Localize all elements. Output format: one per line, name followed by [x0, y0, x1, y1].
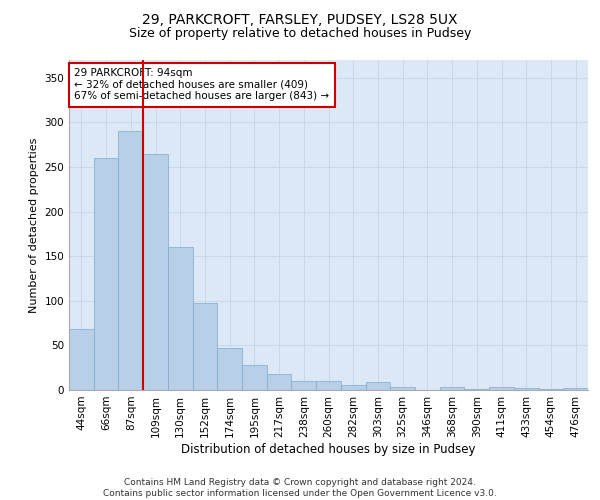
- Bar: [489, 388, 514, 390]
- Bar: [143, 154, 168, 390]
- Bar: [514, 388, 539, 390]
- Bar: [69, 330, 94, 390]
- Bar: [341, 384, 365, 390]
- Bar: [267, 374, 292, 390]
- Text: 29 PARKCROFT: 94sqm
← 32% of detached houses are smaller (409)
67% of semi-detac: 29 PARKCROFT: 94sqm ← 32% of detached ho…: [74, 68, 329, 102]
- Bar: [365, 382, 390, 390]
- Bar: [193, 304, 217, 390]
- Text: 29, PARKCROFT, FARSLEY, PUDSEY, LS28 5UX: 29, PARKCROFT, FARSLEY, PUDSEY, LS28 5UX: [142, 12, 458, 26]
- Bar: [242, 365, 267, 390]
- Text: Contains HM Land Registry data © Crown copyright and database right 2024.
Contai: Contains HM Land Registry data © Crown c…: [103, 478, 497, 498]
- Bar: [316, 381, 341, 390]
- Bar: [292, 381, 316, 390]
- Bar: [464, 389, 489, 390]
- Bar: [168, 248, 193, 390]
- X-axis label: Distribution of detached houses by size in Pudsey: Distribution of detached houses by size …: [181, 442, 476, 456]
- Text: Size of property relative to detached houses in Pudsey: Size of property relative to detached ho…: [129, 28, 471, 40]
- Bar: [94, 158, 118, 390]
- Bar: [563, 388, 588, 390]
- Bar: [390, 388, 415, 390]
- Bar: [217, 348, 242, 390]
- Bar: [539, 389, 563, 390]
- Y-axis label: Number of detached properties: Number of detached properties: [29, 138, 39, 312]
- Bar: [118, 132, 143, 390]
- Bar: [440, 388, 464, 390]
